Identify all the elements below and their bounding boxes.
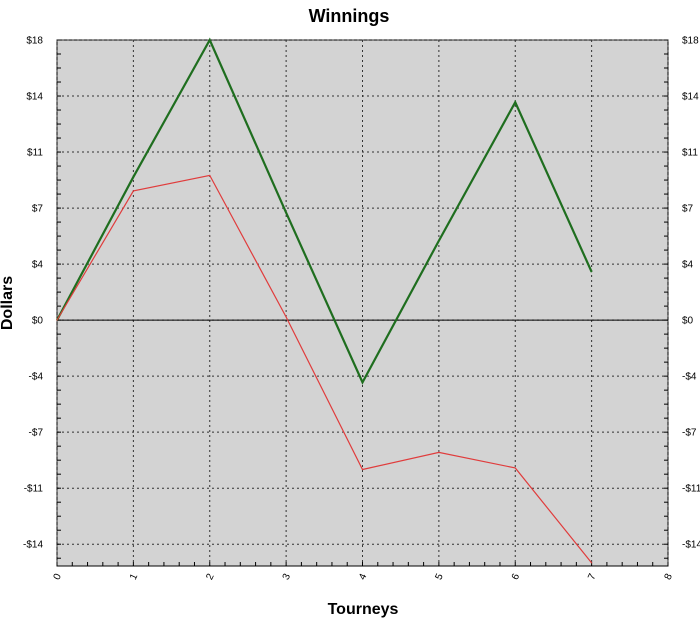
y-tick-label-right: $14: [682, 92, 699, 103]
series-2-point: [438, 451, 440, 453]
x-tick-label: 0: [52, 572, 65, 582]
series-layer: [56, 37, 593, 564]
y-axis-labels: $18 $18 $14 $14 $11 $11 $7 $7 $4 $4 $0 $0 -$4 -$4 -$7 -…: [23, 36, 700, 551]
minor-ticks: [56, 39, 669, 566]
series-1-point: [362, 381, 363, 383]
y-tick-label-left: $7: [32, 204, 44, 215]
y-tick-label-left: -$7: [29, 428, 44, 439]
y-tick-label-left: $18: [26, 36, 43, 47]
x-tick-label: 8: [663, 572, 676, 582]
x-tick-label: 4: [357, 572, 370, 582]
grid: [56, 39, 669, 566]
x-tick-label: 3: [281, 572, 294, 582]
series-line-2: [56, 174, 593, 564]
y-tick-label-left: $11: [27, 148, 43, 159]
y-tick-label-right: $18: [682, 36, 699, 47]
series-2-point: [132, 190, 134, 192]
series-2-point: [514, 467, 516, 469]
y-tick-label-left: -$14: [23, 540, 43, 551]
series-line-1: [56, 37, 593, 385]
y-axis-title: Dollars: [0, 276, 16, 330]
x-tick-label: 2: [204, 572, 217, 582]
y-tick-label-left: -$11: [24, 484, 44, 495]
series-1-point: [591, 271, 593, 273]
series-1-point: [285, 212, 287, 214]
series-2-point: [209, 174, 211, 176]
y-tick-label-right: -$7: [682, 428, 697, 439]
y-tick-label-right: -$14: [682, 540, 700, 551]
x-tick-label: 1: [128, 572, 141, 582]
series-2-point: [285, 316, 287, 318]
y-tick-label-left: -$4: [29, 372, 44, 383]
y-tick-label-right: -$4: [682, 372, 697, 383]
x-axis-title: Tourneys: [328, 601, 399, 618]
x-tick-label: 7: [586, 572, 599, 582]
series-1-point: [132, 176, 134, 178]
series-1-point: [514, 101, 516, 103]
chart-title: Winnings: [309, 6, 390, 26]
y-tick-label-right: $11: [682, 148, 698, 159]
x-tick-label: 6: [510, 572, 523, 582]
y-tick-label-left: $14: [26, 92, 43, 103]
series-2-point: [591, 562, 593, 564]
series-2-point: [362, 469, 363, 471]
y-tick-label-right: $7: [682, 204, 694, 215]
series-2-point: [56, 319, 58, 321]
series-1-point: [438, 240, 440, 242]
y-tick-label-right: $0: [682, 316, 694, 327]
y-tick-label-right: -$11: [682, 484, 700, 495]
series-1-point: [209, 39, 211, 41]
plot-area: [56, 39, 669, 567]
y-tick-label-right: $4: [682, 260, 694, 271]
x-tick-label: 5: [433, 572, 446, 582]
y-tick-label-left: $4: [32, 260, 44, 271]
y-tick-label-left: $0: [32, 316, 44, 327]
x-axis-labels: 0 1 2 3 4 5 6 7 8: [52, 572, 676, 582]
